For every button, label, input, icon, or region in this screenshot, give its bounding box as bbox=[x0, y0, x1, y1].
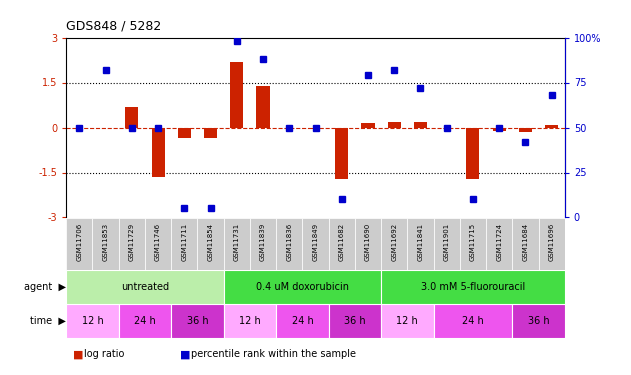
Text: GSM11849: GSM11849 bbox=[312, 223, 319, 261]
Text: GSM11853: GSM11853 bbox=[103, 223, 109, 261]
Bar bbox=[381, 217, 408, 270]
Text: 36 h: 36 h bbox=[528, 316, 550, 326]
Text: ■: ■ bbox=[73, 350, 83, 359]
Bar bbox=[329, 217, 355, 270]
Bar bbox=[387, 122, 401, 128]
Text: GSM11724: GSM11724 bbox=[496, 223, 502, 261]
Bar bbox=[329, 304, 381, 338]
Text: GSM11692: GSM11692 bbox=[391, 223, 397, 261]
Text: GSM11690: GSM11690 bbox=[365, 223, 371, 261]
Bar bbox=[66, 304, 119, 338]
Bar bbox=[302, 217, 329, 270]
Text: 0.4 uM doxorubicin: 0.4 uM doxorubicin bbox=[256, 282, 349, 292]
Text: 36 h: 36 h bbox=[344, 316, 366, 326]
Bar bbox=[408, 217, 433, 270]
Text: 24 h: 24 h bbox=[292, 316, 313, 326]
Text: 12 h: 12 h bbox=[81, 316, 103, 326]
Bar bbox=[519, 128, 532, 132]
Text: GDS848 / 5282: GDS848 / 5282 bbox=[66, 20, 162, 33]
Bar bbox=[178, 128, 191, 138]
Bar bbox=[93, 217, 119, 270]
Bar bbox=[335, 128, 348, 179]
Bar bbox=[355, 217, 381, 270]
Text: 12 h: 12 h bbox=[239, 316, 261, 326]
Bar bbox=[493, 128, 505, 130]
Bar bbox=[433, 304, 512, 338]
Text: 12 h: 12 h bbox=[396, 316, 418, 326]
Bar bbox=[460, 217, 486, 270]
Bar bbox=[171, 217, 198, 270]
Text: GSM11729: GSM11729 bbox=[129, 223, 135, 261]
Text: untreated: untreated bbox=[121, 282, 169, 292]
Text: 3.0 mM 5-fluorouracil: 3.0 mM 5-fluorouracil bbox=[421, 282, 525, 292]
Bar bbox=[381, 304, 433, 338]
Bar bbox=[223, 217, 250, 270]
Bar bbox=[486, 217, 512, 270]
Text: percentile rank within the sample: percentile rank within the sample bbox=[191, 350, 356, 359]
Bar bbox=[126, 106, 138, 128]
Bar bbox=[250, 217, 276, 270]
Bar bbox=[433, 217, 460, 270]
Text: GSM11841: GSM11841 bbox=[418, 223, 423, 261]
Bar bbox=[119, 304, 171, 338]
Text: GSM11715: GSM11715 bbox=[470, 223, 476, 261]
Bar bbox=[171, 304, 223, 338]
Bar bbox=[145, 217, 171, 270]
Bar bbox=[538, 217, 565, 270]
Bar bbox=[223, 270, 381, 304]
Bar bbox=[381, 270, 565, 304]
Text: GSM11901: GSM11901 bbox=[444, 223, 450, 261]
Text: time  ▶: time ▶ bbox=[30, 316, 66, 326]
Bar bbox=[198, 217, 223, 270]
Text: GSM11836: GSM11836 bbox=[286, 223, 292, 261]
Text: GSM11746: GSM11746 bbox=[155, 223, 161, 261]
Bar bbox=[66, 270, 223, 304]
Bar bbox=[256, 86, 269, 128]
Text: GSM11696: GSM11696 bbox=[548, 223, 555, 261]
Text: ■: ■ bbox=[180, 350, 191, 359]
Bar bbox=[309, 128, 322, 129]
Bar bbox=[276, 217, 302, 270]
Text: GSM11684: GSM11684 bbox=[522, 223, 528, 261]
Text: GSM11706: GSM11706 bbox=[76, 223, 83, 261]
Text: agent  ▶: agent ▶ bbox=[24, 282, 66, 292]
Bar bbox=[204, 128, 217, 138]
Bar bbox=[414, 122, 427, 128]
Bar bbox=[230, 62, 244, 128]
Text: 24 h: 24 h bbox=[462, 316, 484, 326]
Text: GSM11839: GSM11839 bbox=[260, 223, 266, 261]
Text: GSM11731: GSM11731 bbox=[234, 223, 240, 261]
Bar bbox=[512, 304, 565, 338]
Bar bbox=[362, 123, 375, 128]
Bar bbox=[151, 128, 165, 177]
Text: GSM11682: GSM11682 bbox=[339, 223, 345, 261]
Bar bbox=[119, 217, 145, 270]
Bar bbox=[466, 128, 480, 179]
Bar bbox=[545, 124, 558, 128]
Bar bbox=[276, 304, 329, 338]
Bar bbox=[512, 217, 538, 270]
Bar bbox=[223, 304, 276, 338]
Text: 36 h: 36 h bbox=[187, 316, 208, 326]
Text: log ratio: log ratio bbox=[84, 350, 124, 359]
Text: GSM11854: GSM11854 bbox=[208, 223, 213, 261]
Bar bbox=[66, 217, 93, 270]
Text: 24 h: 24 h bbox=[134, 316, 156, 326]
Text: GSM11711: GSM11711 bbox=[181, 223, 187, 261]
